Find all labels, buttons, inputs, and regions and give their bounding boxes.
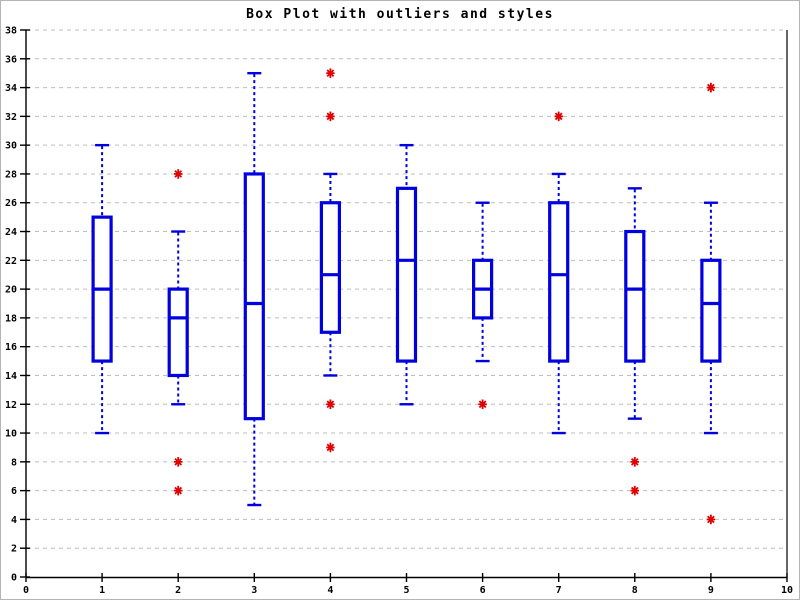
box-3 <box>243 172 265 421</box>
y-tick-label-8: 8 <box>11 457 17 468</box>
y-tick-label-22: 22 <box>5 256 17 267</box>
x-tick-label-0: 0 <box>23 585 29 596</box>
y-tick-label-34: 34 <box>5 83 17 94</box>
outlier-marker-2-1 <box>174 457 183 467</box>
x-tick-label-1: 1 <box>99 585 105 596</box>
outlier-spoke <box>326 112 335 121</box>
outlier-spoke <box>630 486 639 495</box>
outlier-spoke <box>707 83 715 92</box>
outlier-marker-9-1 <box>706 514 716 525</box>
outlier-marker-4-2 <box>326 399 335 410</box>
box-8 <box>624 229 646 363</box>
outlier-spoke <box>707 515 715 524</box>
x-tick-label-6: 6 <box>480 585 486 596</box>
outlier-marker-8-1 <box>630 485 639 496</box>
y-tick-label-6: 6 <box>11 486 17 497</box>
box-2 <box>167 287 189 378</box>
x-tick-label-10: 10 <box>781 585 793 596</box>
outlier-spoke <box>630 458 639 466</box>
y-tick-label-24: 24 <box>5 227 17 238</box>
outlier-spoke <box>478 400 487 409</box>
y-tick-label-20: 20 <box>5 285 17 296</box>
box-9 <box>700 258 722 363</box>
x-tick-label-2: 2 <box>175 585 181 596</box>
y-tick-label-28: 28 <box>5 169 17 180</box>
outlier-marker-2-0 <box>174 169 183 179</box>
y-tick-label-2: 2 <box>11 544 17 555</box>
y-tick-label-0: 0 <box>11 573 17 584</box>
y-tick-label-38: 38 <box>5 26 17 37</box>
y-tick-label-14: 14 <box>5 371 17 382</box>
y-tick-label-30: 30 <box>5 141 17 152</box>
outlier-spoke <box>554 112 563 121</box>
box-4 <box>319 201 341 334</box>
y-tick-label-36: 36 <box>5 54 17 65</box>
outlier-marker-9-0 <box>706 82 716 93</box>
outlier-spoke <box>326 69 335 78</box>
outlier-marker-2-2 <box>174 485 183 496</box>
box-5 <box>395 186 418 363</box>
outlier-spoke <box>174 458 183 466</box>
x-tick-label-5: 5 <box>403 585 409 596</box>
outlier-marker-8-0 <box>630 457 639 467</box>
outlier-spoke <box>174 486 183 495</box>
outlier-spoke <box>174 170 183 178</box>
y-tick-label-16: 16 <box>5 342 17 353</box>
y-tick-label-18: 18 <box>5 313 17 324</box>
x-tick-label-7: 7 <box>556 585 562 596</box>
y-tick-label-4: 4 <box>11 515 17 526</box>
chart-title: Box Plot with outliers and styles <box>246 7 554 22</box>
outlier-marker-6-0 <box>478 399 487 410</box>
x-tick-label-9: 9 <box>708 585 714 596</box>
box-7 <box>548 201 570 363</box>
outlier-marker-4-3 <box>326 442 335 453</box>
y-tick-label-26: 26 <box>5 198 17 209</box>
outlier-marker-4-1 <box>326 111 335 122</box>
outlier-spoke <box>326 443 335 452</box>
outlier-marker-7-0 <box>554 111 563 122</box>
y-tick-label-12: 12 <box>5 400 17 411</box>
y-tick-label-32: 32 <box>5 112 17 123</box>
outlier-spoke <box>326 400 335 409</box>
y-tick-label-10: 10 <box>5 429 17 440</box>
x-tick-label-3: 3 <box>251 585 257 596</box>
x-tick-label-8: 8 <box>632 585 638 596</box>
x-tick-label-4: 4 <box>327 585 333 596</box>
outlier-marker-4-0 <box>326 68 335 78</box>
